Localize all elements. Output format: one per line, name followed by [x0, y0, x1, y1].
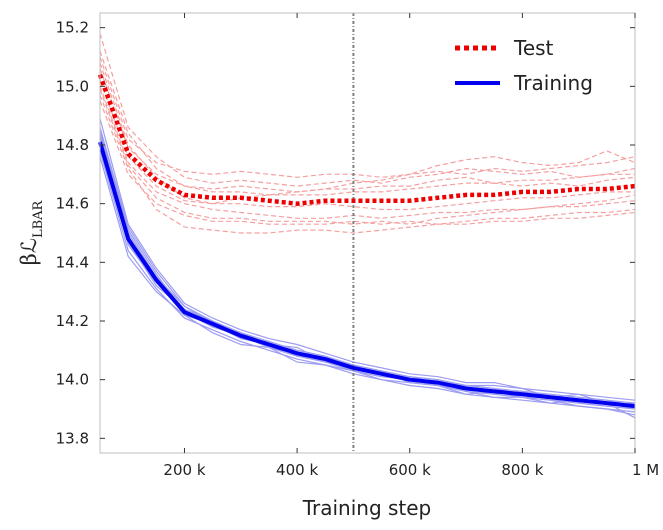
- training-run-line-5: [99, 118, 636, 401]
- legend-training-label: Training: [513, 71, 593, 95]
- x-tick-label: 400 k: [276, 461, 318, 479]
- y-tick-label: 14.0: [56, 371, 89, 389]
- test-run-line-10: [99, 50, 635, 196]
- legend-test-label: Test: [513, 36, 554, 60]
- y-tick-label: 14.8: [56, 136, 89, 154]
- plot-background: [100, 13, 635, 453]
- y-axis-title: βℒLBAR: [17, 199, 46, 265]
- x-tick-label: 600 k: [389, 461, 431, 479]
- y-tick-label: 14.6: [56, 195, 89, 213]
- x-tick-label: 200 k: [163, 461, 205, 479]
- training-mean-line: [98, 141, 636, 409]
- mean-lines-group: [97, 73, 636, 409]
- test-run-line-4: [99, 100, 636, 225]
- y-axis-ticks: 13.8 14.0 14.2 14.4 14.6 14.8 15.0 15.2: [56, 19, 635, 447]
- training-run-line-10: [99, 138, 636, 410]
- y-tick-label: 14.2: [56, 312, 89, 330]
- test-mean-line: [97, 73, 636, 206]
- test-run-line-3: [99, 33, 636, 187]
- test-run-line-2: [99, 86, 636, 219]
- test-run-line-1: [99, 56, 636, 178]
- test-run-line-6: [99, 89, 636, 225]
- y-tick-label: 14.4: [56, 253, 89, 271]
- legend: Test Training: [455, 36, 593, 95]
- test-run-line-5: [99, 68, 636, 193]
- y-tick-label: 13.8: [56, 429, 89, 447]
- test-run-line-7: [99, 62, 635, 211]
- y-axis-title-subscript: LBAR: [31, 199, 46, 238]
- test-runs-group: [99, 33, 636, 234]
- test-run-line-8: [99, 80, 636, 205]
- test-run-line-9: [99, 94, 636, 234]
- x-tick-label: 800 k: [501, 461, 543, 479]
- plot-frame: [99, 12, 636, 454]
- x-axis-title: Training step: [302, 496, 432, 520]
- y-tick-label: 15.0: [56, 77, 89, 95]
- x-axis-ticks: 200 k 400 k 600 k 800 k 1 M: [163, 13, 659, 479]
- y-tick-label: 15.2: [56, 19, 89, 37]
- x-tick-label: 1 M: [632, 461, 659, 479]
